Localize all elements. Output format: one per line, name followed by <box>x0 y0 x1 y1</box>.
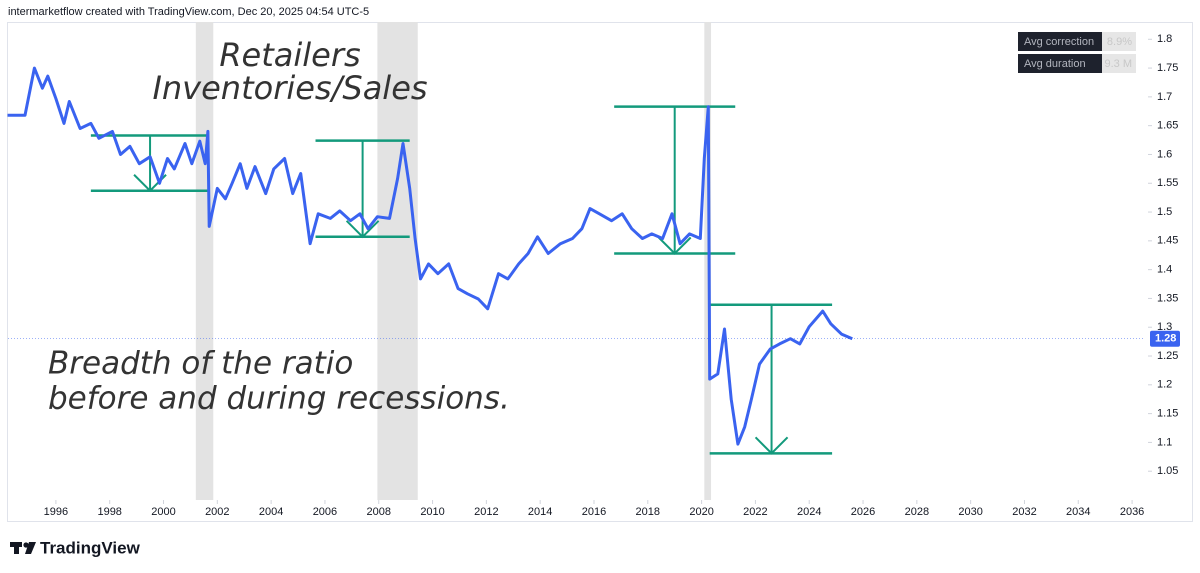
x-tick-label: 2016 <box>582 506 606 518</box>
x-tick-label: 2010 <box>420 506 444 518</box>
stats-value-cell <box>1102 54 1136 73</box>
y-tick-label: 1.5 <box>1157 206 1172 218</box>
stats-value: 9.3 M <box>1104 58 1132 70</box>
logo-text: TradingView <box>40 538 141 557</box>
stats-label: Avg duration <box>1024 58 1086 70</box>
stats-label: Avg correction <box>1024 36 1094 48</box>
chart-title: Retailers <box>219 36 360 74</box>
arrow-head <box>754 436 789 455</box>
x-tick-label: 2024 <box>797 506 821 518</box>
logo-mark <box>14 542 19 554</box>
x-tick-label: 2028 <box>905 506 929 518</box>
x-tick-label: 2020 <box>689 506 713 518</box>
x-tick-label: 2030 <box>958 506 982 518</box>
header: intermarketflow created with TradingView… <box>8 6 369 18</box>
y-tick-label: 1.6 <box>1157 148 1172 160</box>
logo-mark <box>23 542 29 548</box>
y-tick-label: 1.65 <box>1157 120 1178 132</box>
chart-title: Inventories/Sales <box>152 69 427 107</box>
arrow-head <box>657 236 692 255</box>
x-tick-label: 2018 <box>636 506 660 518</box>
y-tick-label: 1.4 <box>1157 264 1172 276</box>
arrow-head <box>345 220 380 239</box>
stats-value-cell <box>1102 32 1136 51</box>
x-tick-label: 2032 <box>1012 506 1036 518</box>
x-tick-label: 2026 <box>851 506 875 518</box>
y-tick-label: 1.2 <box>1157 379 1172 391</box>
y-tick-label: 1.8 <box>1157 33 1172 45</box>
stats-label-cell <box>1018 32 1102 51</box>
y-tick-label: 1.55 <box>1157 177 1178 189</box>
x-tick-label: 2012 <box>474 506 498 518</box>
series-line <box>7 66 853 446</box>
x-tick-label: 2022 <box>743 506 767 518</box>
x-tick-label: 2036 <box>1120 506 1144 518</box>
x-tick-label: 2034 <box>1066 506 1090 518</box>
y-tick-label: 1.45 <box>1157 235 1178 247</box>
x-tick-label: 2008 <box>367 506 391 518</box>
last-value-box <box>1150 330 1180 347</box>
y-tick-label: 1.3 <box>1157 321 1172 333</box>
y-tick-label: 1.7 <box>1157 91 1172 103</box>
last-value-label: 1.28 <box>1155 333 1176 345</box>
x-tick-label: 2004 <box>259 506 283 518</box>
x-tick-label: 1996 <box>44 506 68 518</box>
y-tick-label: 1.05 <box>1157 465 1178 477</box>
chart-frame <box>7 22 1193 522</box>
y-tick-label: 1.75 <box>1157 62 1178 74</box>
x-tick-label: 2002 <box>205 506 229 518</box>
y-tick-label: 1.25 <box>1157 350 1178 362</box>
stats-value: 8.9% <box>1107 36 1132 48</box>
logo-mark <box>25 542 36 554</box>
y-tick-label: 1.35 <box>1157 292 1178 304</box>
annotation: Breadth of the ratio <box>48 346 353 382</box>
annotation: before and during recessions. <box>48 381 510 417</box>
stats-label-cell <box>1018 54 1102 73</box>
recession-band <box>377 22 418 500</box>
x-tick-label: 2000 <box>151 506 175 518</box>
x-tick-label: 2006 <box>313 506 337 518</box>
logo: TradingView <box>10 538 141 557</box>
y-tick-label: 1.15 <box>1157 408 1178 420</box>
x-tick-label: 1998 <box>97 506 121 518</box>
y-tick-label: 1.1 <box>1157 436 1172 448</box>
x-tick-label: 2014 <box>528 506 552 518</box>
